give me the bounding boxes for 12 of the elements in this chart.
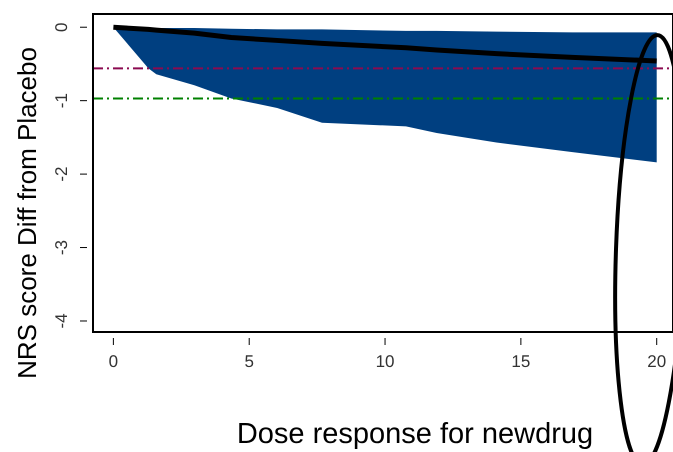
x-tick-label: 10 xyxy=(376,352,394,372)
x-tick-label: 15 xyxy=(511,352,530,372)
x-tick-label: 20 xyxy=(647,352,666,372)
y-tick-label: -2 xyxy=(52,166,71,182)
y-axis-title: NRS score Diff from Placebo xyxy=(12,47,42,379)
y-tick-label: -3 xyxy=(52,240,71,256)
x-tick-label: 5 xyxy=(244,352,254,372)
y-tick-label: -4 xyxy=(52,313,71,329)
x-tick-label: 0 xyxy=(108,352,118,372)
y-tick-label: 0 xyxy=(52,22,71,32)
y-tick-label: -1 xyxy=(52,93,71,108)
x-axis-title: Dose response for newdrug xyxy=(236,418,594,450)
